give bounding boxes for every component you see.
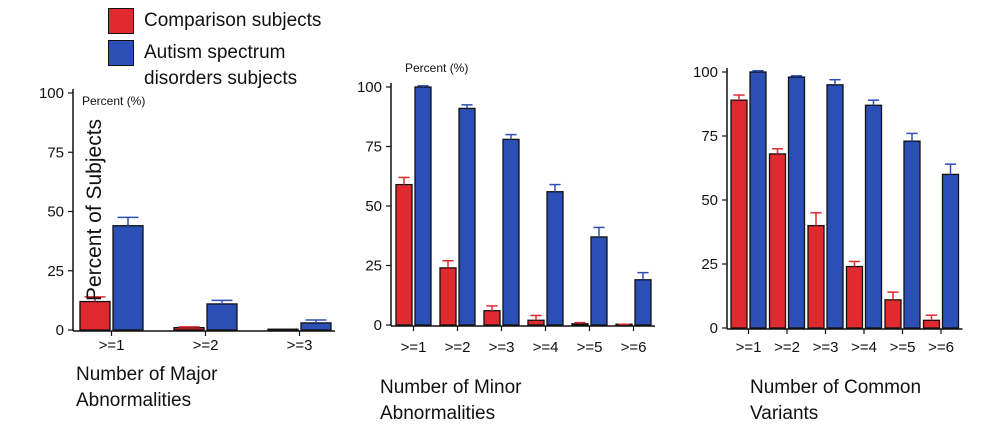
panel2-x-tick-label: >=3 xyxy=(489,339,515,356)
panel2-bar-asd-5 xyxy=(590,236,608,326)
panel1-bar-comparison-2 xyxy=(173,326,205,331)
panel3-bar-comparison-2 xyxy=(768,153,787,329)
panel1-bar-comparison-3 xyxy=(267,328,299,331)
panel2-bar-asd-6 xyxy=(634,279,652,326)
panel2-bar-comparison-4 xyxy=(527,319,545,326)
panel1-y-tick-label: 75 xyxy=(47,144,64,161)
panel2-x-tick-label: >=1 xyxy=(401,339,427,356)
legend-item-asd: Autism spectrum disorders subjects xyxy=(108,40,321,92)
panel1-bar-asd-2 xyxy=(206,303,238,331)
panel3-x-tick-label: >=1 xyxy=(736,339,762,356)
panel1-y-tick-label: 50 xyxy=(47,204,64,221)
panel2-x-tick-label: >=2 xyxy=(445,339,471,356)
panel2-percent-note: Percent (%) xyxy=(405,61,469,75)
panel3-bar-asd-4 xyxy=(864,104,883,329)
panel1-bar-asd-3 xyxy=(300,322,332,331)
legend-label-comparison: Comparison subjects xyxy=(144,10,322,31)
panel3-x-tick-label: >=2 xyxy=(774,339,800,356)
panel3-bar-asd-6 xyxy=(941,173,960,329)
panel1-bar-comparison-1 xyxy=(79,300,111,331)
panel1-y-tick-label: 25 xyxy=(47,263,64,280)
panel3-bar-asd-1 xyxy=(749,71,767,329)
panel3-y-tick-label: 75 xyxy=(701,128,718,145)
panel2-bar-asd-2 xyxy=(458,107,476,326)
panel1-y-tick-label: 0 xyxy=(56,322,64,339)
y-axis-title: Percent of Subjects xyxy=(83,118,107,302)
panel2-x-tick-label: >=5 xyxy=(577,339,603,356)
panel3-x-tick-label: >=4 xyxy=(851,339,877,356)
panel2-bar-asd-3 xyxy=(502,138,520,326)
panel3-bar-asd-5 xyxy=(903,140,921,329)
panel3-bar-comparison-6 xyxy=(922,319,941,329)
panel1-bar-asd-1 xyxy=(112,225,144,331)
panel2-y-tick-label: 50 xyxy=(365,198,382,215)
panel3-x-tick-label: >=3 xyxy=(813,339,839,356)
panel1-y-tick-label: 100 xyxy=(39,85,64,102)
panel1-x-tick-label: >=2 xyxy=(193,337,219,354)
panel3-x-axis-title: Number of Common Variants xyxy=(750,377,922,424)
panel3-x-tick-label: >=6 xyxy=(928,339,954,356)
panel2-bar-comparison-3 xyxy=(483,310,501,326)
panel2-x-axis-title: Number of Minor Abnormalities xyxy=(380,377,522,424)
panel2-bar-comparison-5 xyxy=(571,323,589,326)
panel3-y-tick-label: 25 xyxy=(701,256,718,273)
legend: Comparison subjects Autism spectrum diso… xyxy=(108,8,321,98)
panel1-x-tick-label: >=3 xyxy=(287,337,313,354)
panel3-bar-comparison-5 xyxy=(884,299,902,329)
legend-label-asd: Autism spectrum disorders subjects xyxy=(144,42,298,89)
panel3-x-tick-label: >=5 xyxy=(890,339,916,356)
panel3-y-tick-label: 0 xyxy=(710,320,718,337)
panel2-bar-asd-4 xyxy=(546,191,564,326)
panel1-percent-note: Percent (%) xyxy=(82,94,146,108)
panel2-x-tick-label: >=6 xyxy=(621,339,647,356)
panel3-bar-asd-2 xyxy=(787,76,806,329)
panel3-y-tick-label: 100 xyxy=(693,64,718,81)
panel2-y-tick-label: 100 xyxy=(357,79,382,96)
panel3-y-tick-label: 50 xyxy=(701,192,718,209)
panel2-y-tick-label: 0 xyxy=(374,317,382,334)
legend-swatch-asd xyxy=(108,40,134,66)
panel3-bar-comparison-3 xyxy=(807,224,825,329)
legend-swatch-comparison xyxy=(108,8,134,34)
panel2-bar-comparison-2 xyxy=(439,267,457,326)
panel2-y-tick-label: 25 xyxy=(365,258,382,275)
panel2-x-tick-label: >=4 xyxy=(533,339,559,356)
panel3-bar-asd-3 xyxy=(826,84,844,329)
panel2-bar-asd-1 xyxy=(414,86,432,326)
panel2-bar-comparison-1 xyxy=(395,183,413,326)
legend-item-comparison: Comparison subjects xyxy=(108,8,321,34)
panel3-bar-comparison-1 xyxy=(730,99,748,329)
panel2-y-tick-label: 75 xyxy=(365,139,382,156)
panel3-bar-comparison-4 xyxy=(845,265,864,329)
panel1-x-tick-label: >=1 xyxy=(99,337,125,354)
panel1-x-axis-title: Number of Major Abnormalities xyxy=(76,364,218,411)
